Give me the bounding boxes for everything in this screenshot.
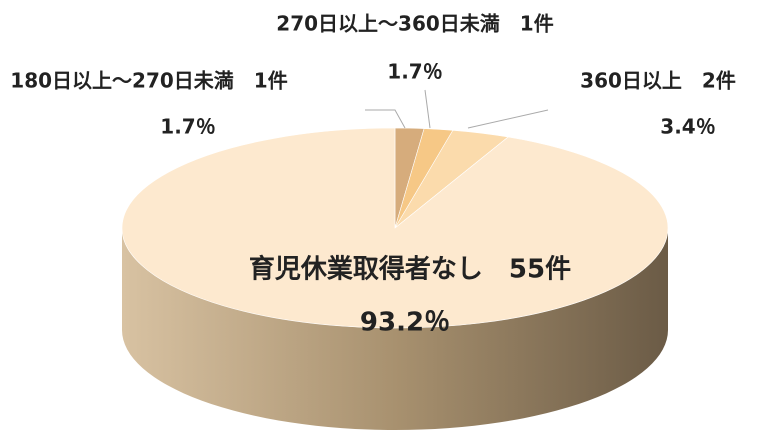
slice-label: 180日以上～270日未満 1件 xyxy=(10,69,287,93)
leader-line xyxy=(467,109,549,129)
value-label: 93.2％ xyxy=(360,308,450,338)
slice-side xyxy=(122,228,668,430)
value-label: 1.7％ xyxy=(387,60,442,84)
slice-label: 270日以上～360日未満 1件 xyxy=(276,12,553,36)
leader-line xyxy=(365,109,406,129)
value-label: 3.4％ xyxy=(660,115,715,139)
leader-line xyxy=(424,89,431,129)
slice xyxy=(121,127,669,329)
slice-label: 育児休業取得者なし 55件 xyxy=(249,254,571,285)
slice-label: 360日以上 2件 xyxy=(580,69,736,93)
value-label: 1.7％ xyxy=(160,115,215,139)
